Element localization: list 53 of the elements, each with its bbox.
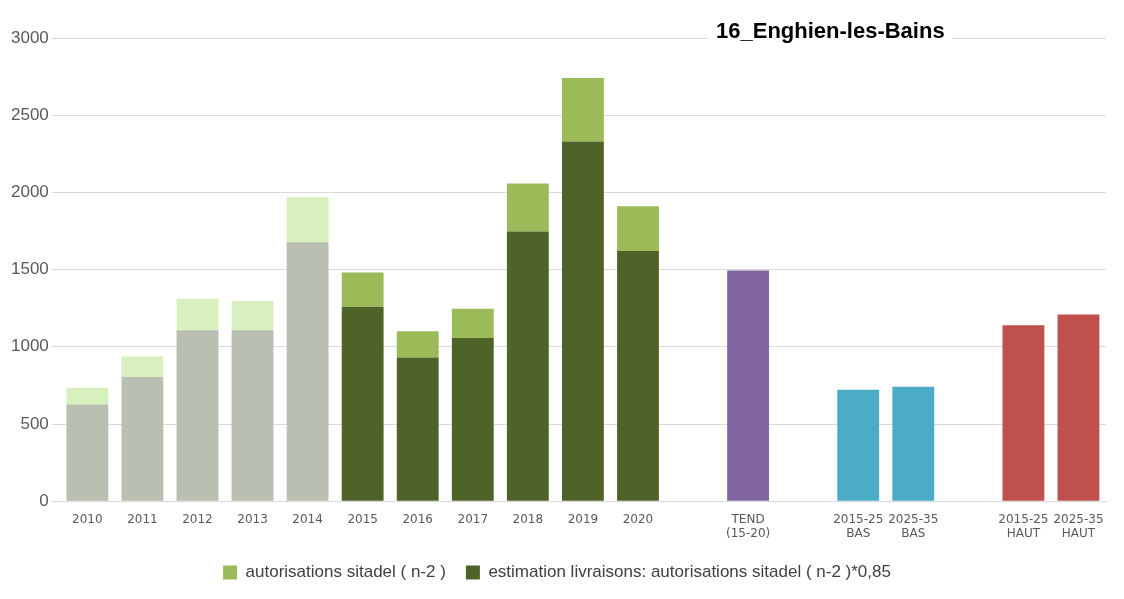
bar [396, 331, 439, 358]
bar [451, 338, 494, 501]
bar [66, 404, 109, 501]
x-tick-label: 2019 [567, 511, 599, 526]
y-tick-label: 1000 [10, 336, 49, 356]
x-tick-label: 2015 [347, 511, 378, 526]
y-tick-label: 2500 [10, 104, 49, 124]
x-tick-label: 2010 [72, 511, 103, 526]
bar [1057, 314, 1100, 501]
bar [286, 197, 329, 243]
bar [451, 308, 494, 338]
y-tick-label: 0 [39, 490, 49, 510]
y-tick-label: 500 [20, 413, 49, 433]
x-tick-label: 2014 [292, 511, 323, 526]
bar [837, 389, 880, 501]
bar [1002, 325, 1045, 501]
x-tick-label: 2012 [182, 511, 213, 526]
bar [506, 231, 549, 501]
x-tick-label: 2025-35 HAUT [1053, 511, 1104, 540]
bar [66, 387, 109, 405]
bar [231, 300, 274, 331]
bar [176, 298, 219, 331]
x-tick-label: 2013 [237, 511, 268, 526]
chart-title: 16_Enghien-les-Bains [708, 16, 953, 46]
y-tick-label: 1500 [10, 259, 49, 279]
bar [396, 357, 439, 501]
x-tick-label: 2025-35 BAS [888, 511, 939, 540]
bar [892, 386, 935, 501]
bar [341, 306, 384, 501]
bar [617, 251, 659, 501]
bar [561, 141, 604, 501]
x-tick-label: 2016 [402, 511, 433, 526]
bar [176, 330, 219, 501]
x-tick-label: TEND (15-20) [725, 511, 771, 540]
bar [561, 77, 604, 142]
bar [727, 270, 770, 501]
y-tick-label: 3000 [10, 27, 49, 47]
bar [341, 272, 384, 307]
bar [617, 206, 659, 252]
bar [231, 330, 274, 501]
x-tick-label: 2015-25 BAS [833, 511, 884, 540]
bar [286, 242, 329, 501]
x-tick-label: 2011 [127, 511, 158, 526]
x-tick-label: 2015-25 HAUT [998, 511, 1049, 540]
legend-label: autorisations sitadel ( n-2 ) [245, 562, 446, 582]
x-tick-label: 2018 [512, 511, 544, 526]
bar [121, 356, 164, 378]
y-tick-label: 2000 [10, 182, 49, 202]
bar [506, 183, 549, 232]
x-tick-label: 2017 [457, 511, 489, 526]
x-tick-label: 2020 [622, 511, 654, 526]
legend-label: estimation livraisons: autorisations sitadel ( n-2 )*0,85 [488, 562, 891, 582]
bar [121, 377, 164, 501]
